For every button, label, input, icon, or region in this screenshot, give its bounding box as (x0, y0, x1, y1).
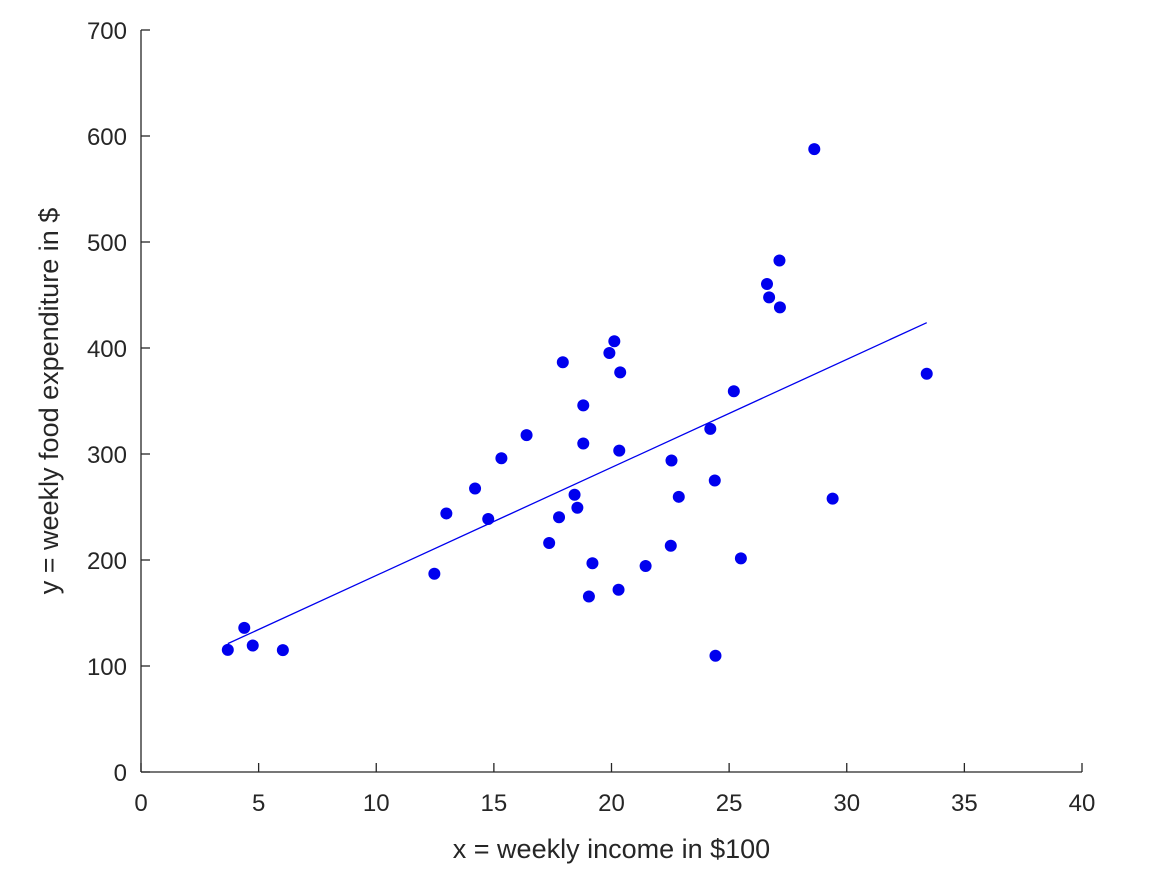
data-point (543, 537, 556, 550)
data-point (709, 649, 722, 662)
data-point (469, 482, 482, 495)
data-point (920, 367, 933, 380)
y-tick-label: 400 (87, 336, 127, 363)
data-point (582, 590, 595, 603)
data-point (520, 429, 533, 442)
data-points-layer (221, 143, 933, 662)
y-tick-label: 600 (87, 124, 127, 151)
data-point (704, 422, 717, 435)
data-point (577, 437, 590, 450)
data-point (727, 385, 740, 398)
data-point (708, 474, 721, 487)
x-tick-label: 30 (833, 790, 860, 817)
data-point (482, 512, 495, 525)
y-axis-title: y = weekly food expenditure in $ (34, 208, 64, 595)
x-tick-label: 40 (1069, 790, 1096, 817)
data-point (568, 488, 581, 501)
y-tick-label: 300 (87, 442, 127, 469)
data-point (556, 356, 569, 369)
data-point (665, 454, 678, 467)
data-point (761, 278, 774, 291)
data-point (672, 490, 685, 503)
data-point (664, 539, 677, 552)
y-tick-label: 700 (87, 18, 127, 45)
data-point (276, 644, 289, 657)
x-tick-label: 15 (481, 790, 508, 817)
data-point (246, 639, 259, 652)
x-tick-label: 5 (252, 790, 265, 817)
y-tick-label: 100 (87, 654, 127, 681)
data-point (613, 444, 626, 457)
x-tick-label: 25 (716, 790, 743, 817)
data-point (553, 511, 566, 524)
data-point (612, 583, 625, 596)
x-tick-label: 20 (598, 790, 625, 817)
data-point (495, 452, 508, 465)
x-tick-label: 10 (363, 790, 390, 817)
data-point (734, 552, 747, 565)
data-point (603, 347, 616, 360)
regression-line (227, 322, 928, 645)
data-point (773, 301, 786, 314)
data-point (773, 254, 786, 267)
data-point (763, 291, 776, 304)
data-point (586, 557, 599, 570)
data-point (608, 335, 621, 348)
data-point (571, 501, 584, 514)
x-axis-title: x = weekly income in $100 (453, 834, 770, 864)
data-point (639, 559, 652, 572)
x-tick-label: 0 (134, 790, 147, 817)
data-point (577, 399, 590, 412)
regression-line-layer (227, 322, 928, 645)
data-point (808, 143, 821, 156)
data-point (826, 492, 839, 505)
y-tick-label: 200 (87, 548, 127, 575)
data-point (428, 567, 441, 580)
data-point (238, 621, 251, 634)
x-tick-label: 35 (951, 790, 978, 817)
y-tick-label: 0 (114, 760, 127, 787)
data-point (440, 507, 453, 520)
data-point (614, 366, 627, 379)
data-point (221, 643, 234, 656)
y-tick-label: 500 (87, 230, 127, 257)
